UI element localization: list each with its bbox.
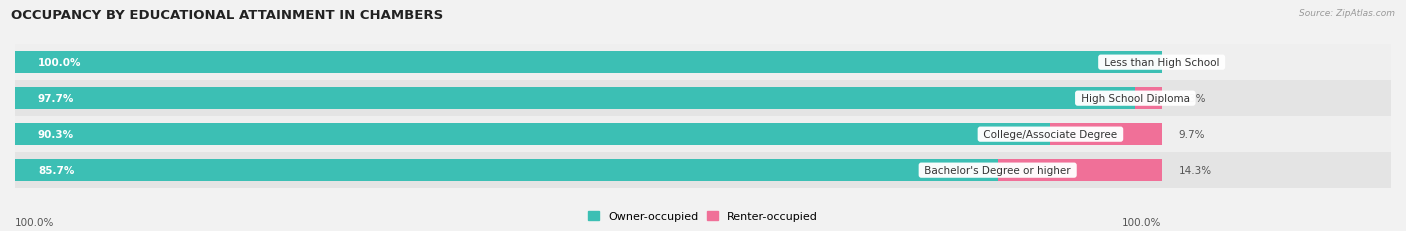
Text: College/Associate Degree: College/Associate Degree bbox=[980, 130, 1121, 140]
Text: 100.0%: 100.0% bbox=[38, 58, 82, 68]
Bar bbox=[15, 117, 1391, 152]
Text: 90.3%: 90.3% bbox=[38, 130, 75, 140]
Bar bbox=[1135, 88, 1161, 110]
Bar bbox=[15, 81, 1391, 117]
Text: 100.0%: 100.0% bbox=[15, 217, 55, 227]
Text: 97.7%: 97.7% bbox=[38, 94, 75, 104]
Text: 2.3%: 2.3% bbox=[1178, 94, 1205, 104]
Text: Source: ZipAtlas.com: Source: ZipAtlas.com bbox=[1299, 9, 1395, 18]
Legend: Owner-occupied, Renter-occupied: Owner-occupied, Renter-occupied bbox=[583, 206, 823, 225]
Bar bbox=[998, 159, 1161, 182]
Text: OCCUPANCY BY EDUCATIONAL ATTAINMENT IN CHAMBERS: OCCUPANCY BY EDUCATIONAL ATTAINMENT IN C… bbox=[11, 9, 443, 22]
Text: High School Diploma: High School Diploma bbox=[1077, 94, 1192, 104]
Bar bbox=[15, 152, 1391, 188]
Bar bbox=[15, 52, 1161, 74]
Text: 85.7%: 85.7% bbox=[38, 165, 75, 175]
Text: Bachelor's Degree or higher: Bachelor's Degree or higher bbox=[921, 165, 1074, 175]
Bar bbox=[15, 45, 1391, 81]
Bar bbox=[15, 88, 1135, 110]
Text: 0.0%: 0.0% bbox=[1178, 58, 1205, 68]
Bar bbox=[15, 159, 998, 182]
Text: Less than High School: Less than High School bbox=[1101, 58, 1223, 68]
Text: 9.7%: 9.7% bbox=[1178, 130, 1205, 140]
Bar bbox=[15, 123, 1050, 146]
Bar bbox=[1050, 123, 1161, 146]
Text: 14.3%: 14.3% bbox=[1178, 165, 1212, 175]
Text: 100.0%: 100.0% bbox=[1122, 217, 1161, 227]
